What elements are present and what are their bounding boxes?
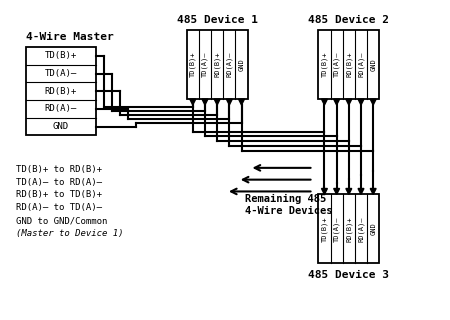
Text: RD(B)+: RD(B)+ (45, 87, 77, 96)
Text: TD(B)+: TD(B)+ (45, 51, 77, 60)
Bar (26, 47, 96, 135)
Text: GND: GND (370, 58, 376, 71)
Text: TD(A)–: TD(A)– (202, 52, 208, 77)
Text: TD(B)+: TD(B)+ (321, 216, 328, 242)
Text: RD(B)+: RD(B)+ (346, 216, 352, 242)
Text: RD(A)–: RD(A)– (358, 216, 364, 242)
Text: 4-Wire Devices: 4-Wire Devices (245, 206, 332, 216)
Text: TD(A)–: TD(A)– (45, 69, 77, 78)
Text: TD(B)+: TD(B)+ (321, 52, 328, 77)
Text: RD(A)–: RD(A)– (226, 52, 233, 77)
Polygon shape (346, 99, 352, 105)
Bar (318, 30, 379, 99)
Text: 4-Wire Master: 4-Wire Master (26, 32, 113, 42)
Text: RD(A)–: RD(A)– (45, 104, 77, 113)
Text: RD(A)–: RD(A)– (358, 52, 364, 77)
Polygon shape (334, 99, 340, 105)
Text: TD(A)–: TD(A)– (333, 52, 340, 77)
Text: RD(B)+ to TD(B)+: RD(B)+ to TD(B)+ (16, 190, 102, 199)
Bar (187, 30, 248, 99)
Text: Remaining 485: Remaining 485 (245, 194, 326, 204)
Polygon shape (358, 99, 364, 105)
Polygon shape (346, 188, 352, 194)
Polygon shape (238, 99, 244, 105)
Text: GND: GND (238, 58, 244, 71)
Polygon shape (226, 99, 232, 105)
Polygon shape (370, 99, 376, 105)
Text: TD(A)–: TD(A)– (333, 216, 340, 242)
Text: TD(B)+: TD(B)+ (189, 52, 196, 77)
Polygon shape (358, 188, 364, 194)
Text: 485 Device 1: 485 Device 1 (177, 15, 258, 25)
Text: TD(A)– to RD(A)–: TD(A)– to RD(A)– (16, 178, 102, 187)
Polygon shape (321, 99, 328, 105)
Polygon shape (370, 188, 376, 194)
Text: 485 Device 2: 485 Device 2 (308, 15, 389, 25)
Text: RD(B)+: RD(B)+ (214, 52, 220, 77)
Polygon shape (321, 188, 328, 194)
Polygon shape (214, 99, 220, 105)
Text: RD(B)+: RD(B)+ (346, 52, 352, 77)
Text: RD(A)– to TD(A)–: RD(A)– to TD(A)– (16, 203, 102, 212)
Text: TD(B)+ to RD(B)+: TD(B)+ to RD(B)+ (16, 165, 102, 174)
Polygon shape (202, 99, 208, 105)
Text: (Master to Device 1): (Master to Device 1) (16, 229, 123, 238)
Text: GND to GND/Common: GND to GND/Common (16, 216, 107, 225)
Text: GND: GND (53, 122, 69, 131)
Polygon shape (190, 99, 196, 105)
Text: GND: GND (370, 222, 376, 235)
Text: 485 Device 3: 485 Device 3 (308, 270, 389, 280)
Bar (318, 194, 379, 263)
Polygon shape (334, 188, 340, 194)
